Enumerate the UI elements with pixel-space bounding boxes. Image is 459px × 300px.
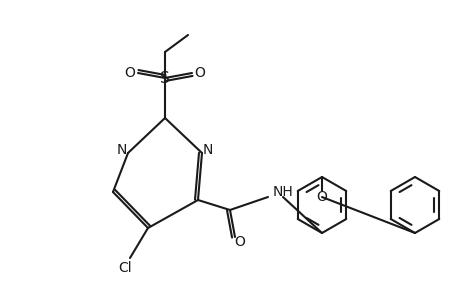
Text: N: N [117, 143, 127, 157]
Text: S: S [160, 70, 169, 86]
Text: O: O [124, 66, 135, 80]
Text: N: N [202, 143, 213, 157]
Text: O: O [194, 66, 205, 80]
Text: O: O [316, 190, 327, 204]
Text: Cl: Cl [118, 261, 132, 275]
Text: NH: NH [272, 185, 293, 199]
Text: O: O [234, 235, 245, 249]
